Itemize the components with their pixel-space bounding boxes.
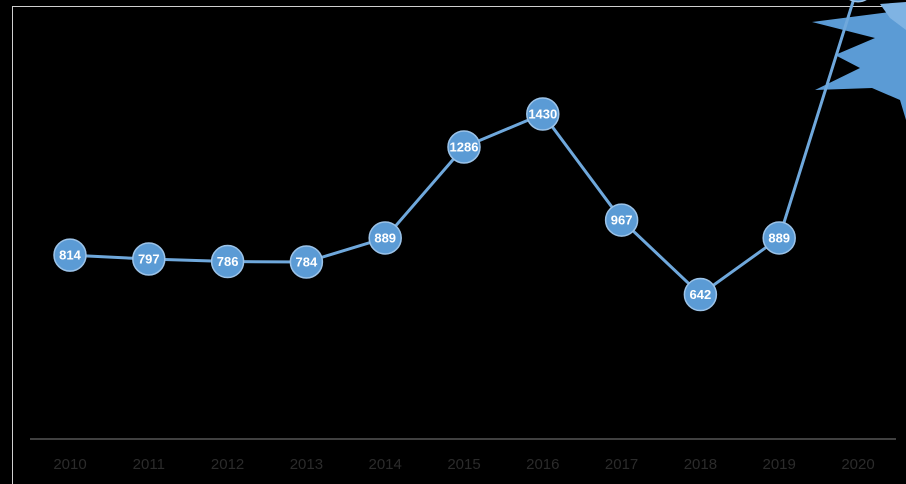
data-label-2015: 1286 — [450, 139, 479, 154]
data-labels: 814 797 786 784 889 1286 1430 967 642 889 — [59, 107, 790, 303]
starburst-highlight — [880, 2, 906, 30]
data-point-2013 — [289, 245, 324, 279]
data-label-2019: 889 — [768, 230, 790, 245]
x-tick-label-2018: 2018 — [684, 456, 717, 473]
data-label-2017: 967 — [611, 213, 633, 228]
data-point-2014 — [368, 221, 402, 255]
data-point-2010 — [53, 238, 87, 272]
data-label-2012: 786 — [217, 254, 239, 269]
data-label-2013: 784 — [296, 255, 318, 270]
starburst-shape — [812, 10, 906, 120]
data-point-2015 — [447, 130, 481, 164]
x-tick-label-2010: 2010 — [53, 456, 86, 473]
data-label-2016: 1430 — [528, 107, 557, 122]
data-point-2011 — [132, 242, 166, 276]
data-label-2011: 797 — [138, 252, 160, 267]
x-tick-label-2016: 2016 — [526, 456, 559, 473]
data-point-2012 — [210, 244, 245, 279]
data-point-2018 — [683, 277, 718, 312]
data-label-2014: 889 — [374, 230, 396, 245]
data-point-2017 — [604, 203, 639, 237]
x-tick-label-2014: 2014 — [369, 456, 402, 473]
x-tick-label-2020: 2020 — [841, 456, 874, 473]
data-point-2019 — [762, 221, 796, 255]
data-point-2020 — [849, 0, 867, 3]
data-point-2016 — [526, 97, 560, 131]
x-tick-label-2011: 2011 — [133, 456, 165, 473]
x-tick-label-2013: 2013 — [290, 456, 323, 473]
data-label-2010: 814 — [59, 248, 81, 263]
data-markers — [53, 0, 867, 312]
chart-frame — [12, 6, 906, 484]
starburst-decoration — [812, 2, 906, 120]
data-label-2018: 642 — [690, 287, 712, 302]
x-tick-label-2019: 2019 — [763, 456, 796, 473]
x-tick-label-2017: 2017 — [605, 456, 638, 473]
x-tick-label-2015: 2015 — [447, 456, 480, 473]
x-axis-tick-labels: 2010 2011 2012 2013 2014 2015 2016 2017 2018 2019… — [53, 456, 874, 473]
x-tick-label-2012: 2012 — [211, 456, 244, 473]
